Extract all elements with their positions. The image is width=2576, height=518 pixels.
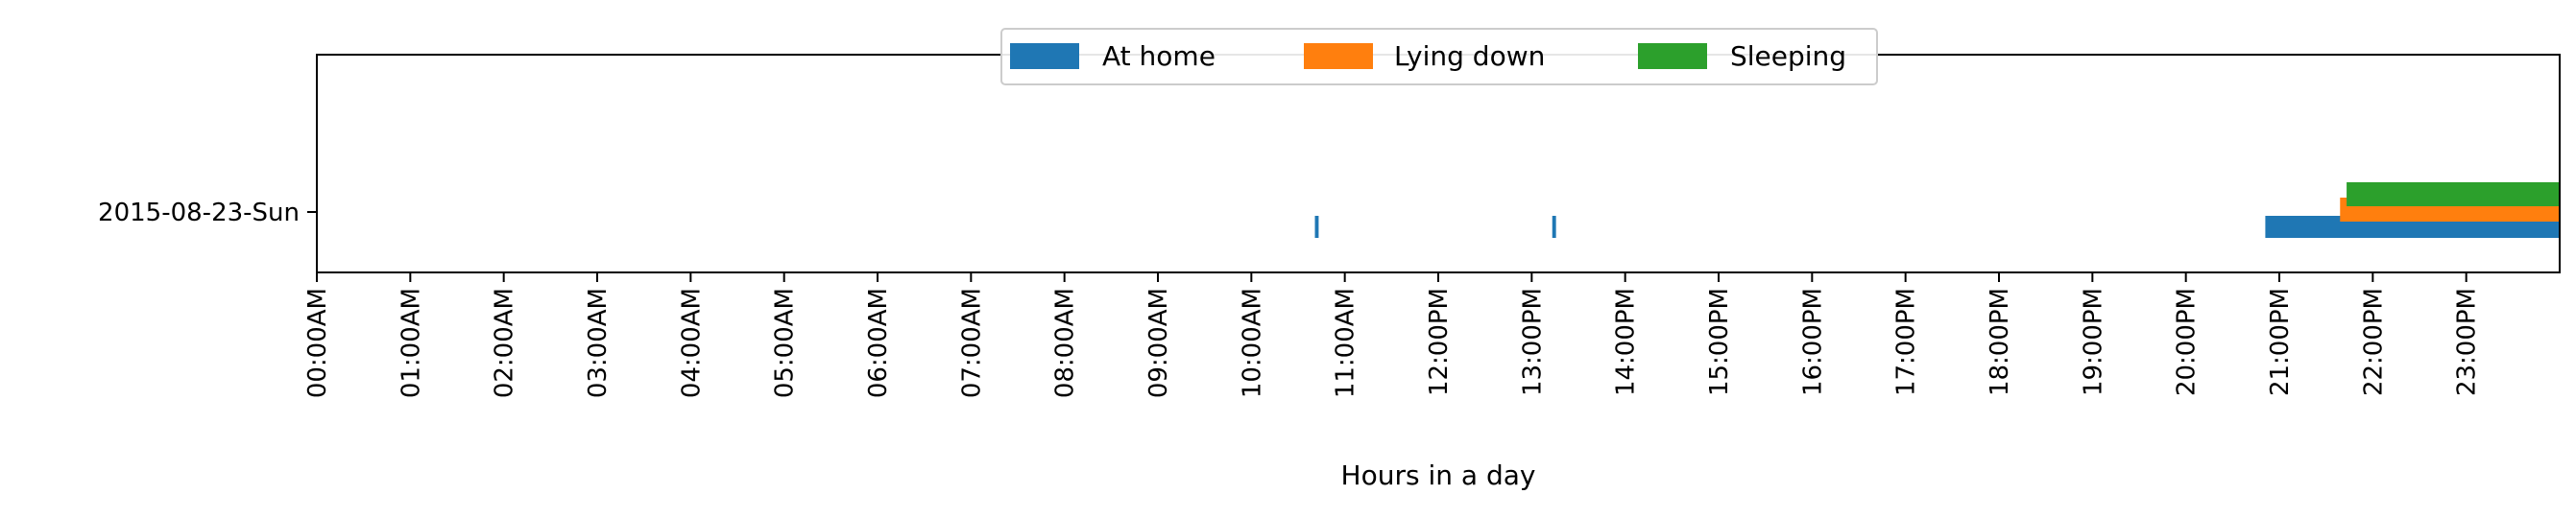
x-tick-label: 00:00AM	[303, 288, 332, 398]
timeline-bar	[1314, 216, 1319, 238]
x-tick-label: 22:00PM	[2359, 288, 2388, 396]
legend-label: Sleeping	[1730, 40, 1846, 72]
x-tick-label: 04:00AM	[677, 288, 706, 398]
y-tick-label: 2015-08-23-Sun	[98, 199, 300, 227]
x-tick-label: 18:00PM	[1986, 288, 2014, 396]
x-tick-label: 15:00PM	[1705, 288, 1734, 396]
x-tick-label: 21:00PM	[2266, 288, 2295, 396]
x-axis-label: Hours in a day	[1341, 459, 1536, 491]
timeline-bar	[2347, 182, 2560, 206]
legend-swatch	[1638, 43, 1707, 69]
legend-box	[1000, 28, 1878, 85]
x-axis: 00:00AM 01:00AM 02:00AM 03:00AM 04:00AM 05:00…	[303, 272, 2482, 398]
x-tick-label: 16:00PM	[1798, 288, 1827, 396]
x-tick-label: 10:00AM	[1238, 288, 1266, 398]
x-tick-label: 14:00PM	[1612, 288, 1641, 396]
legend-label: Lying down	[1394, 40, 1545, 72]
x-tick-label: 12:00PM	[1425, 288, 1454, 396]
x-tick-label: 20:00PM	[2173, 288, 2202, 396]
x-tick-label: 09:00AM	[1144, 288, 1173, 398]
x-tick-label: 08:00AM	[1051, 288, 1080, 398]
plot-frame	[316, 54, 2561, 273]
legend: At home Lying down Sleeping	[1000, 28, 1878, 85]
x-tick-label: 11:00AM	[1332, 288, 1360, 398]
x-tick-label: 01:00AM	[397, 288, 425, 398]
x-tick-label: 03:00AM	[584, 288, 613, 398]
x-tick-label: 02:00AM	[491, 288, 519, 398]
x-tick-label: 06:00AM	[864, 288, 893, 398]
timeline-bar	[1552, 216, 1556, 238]
y-axis: 2015-08-23-Sun	[98, 199, 317, 227]
x-tick-label: 07:00AM	[957, 288, 986, 398]
legend-swatch	[1304, 43, 1373, 69]
bars-layer	[1314, 182, 2560, 238]
legend-label: At home	[1102, 40, 1216, 72]
legend-swatch	[1010, 43, 1079, 69]
x-tick-label: 05:00AM	[771, 288, 800, 398]
x-tick-label: 19:00PM	[2079, 288, 2107, 396]
x-tick-label: 13:00PM	[1518, 288, 1547, 396]
x-tick-label: 17:00PM	[1892, 288, 1921, 396]
x-tick-label: 23:00PM	[2453, 288, 2482, 396]
